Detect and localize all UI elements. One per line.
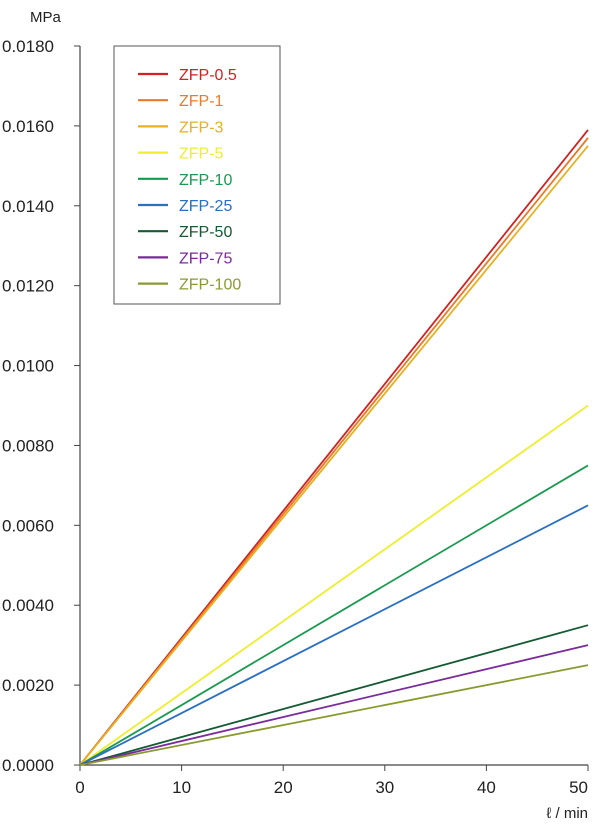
x-tick-label: 0 [75, 778, 84, 797]
series-line-zfp-10 [79, 464, 589, 766]
series-layer [79, 129, 589, 766]
series-line-zfp-75 [79, 644, 589, 766]
series-line-zfp-100 [79, 664, 589, 766]
series-line-zfp-3 [79, 145, 589, 766]
y-tick-label: 0.0020 [2, 676, 54, 695]
y-tick-label: 0.0140 [2, 197, 54, 216]
y-tick-label: 0.0000 [2, 756, 54, 775]
y-tick-label: 0.0100 [2, 357, 54, 376]
legend-label: ZFP-100 [179, 277, 241, 294]
legend-label: ZFP-1 [179, 93, 224, 110]
legend-label: ZFP-25 [179, 198, 232, 215]
x-tick-label: 50 [569, 778, 588, 797]
y-tick-label: 0.0120 [2, 277, 54, 296]
legend-label: ZFP-3 [179, 119, 224, 136]
y-tick-label: 0.0160 [2, 117, 54, 136]
y-axis-unit-label: MPa [30, 9, 62, 26]
legend-label: ZFP-50 [179, 224, 232, 241]
x-tick-label: 20 [274, 778, 293, 797]
legend-label: ZFP-75 [179, 250, 232, 267]
x-axis-unit-label: ℓ / min [546, 805, 588, 822]
y-tick-label: 0.0060 [2, 516, 54, 535]
y-tick-label: 0.0040 [2, 596, 54, 615]
series-line-zfp-5 [79, 404, 589, 766]
legend-label: ZFP-0.5 [179, 67, 237, 84]
x-tick-label: 40 [477, 778, 496, 797]
series-line-zfp-25 [79, 504, 589, 766]
legend: ZFP-0.5 ZFP-1 ZFP-3 ZFP-5 ZFP-10 ZFP-25 ZFP-50… [113, 45, 281, 305]
axes: 0.0000 0.0020 0.0040 0.0060 0.0080 0.0100 0.01… [2, 37, 589, 797]
legend-box [113, 45, 281, 305]
series-line-zfp-50 [79, 624, 589, 766]
legend-label: ZFP-5 [179, 146, 224, 163]
y-tick-label: 0.0180 [2, 37, 54, 56]
legend-label: ZFP-10 [179, 172, 232, 189]
x-tick-label: 10 [172, 778, 191, 797]
x-tick-label: 30 [375, 778, 394, 797]
y-tick-label: 0.0080 [2, 436, 54, 455]
